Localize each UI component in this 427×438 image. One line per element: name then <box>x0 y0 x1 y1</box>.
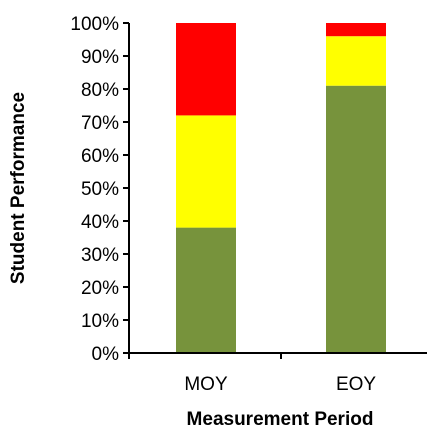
y-tick-label: 90% <box>81 47 119 68</box>
bars-layer <box>176 23 386 353</box>
bar-segment-moy-3 <box>176 23 236 116</box>
y-tick-label: 80% <box>81 80 119 101</box>
x-axis-ticks: MOY EOY <box>128 353 376 395</box>
y-tick-label: 30% <box>81 245 119 266</box>
bar-segment-eoy-2 <box>326 36 386 86</box>
y-tick-label: 20% <box>81 278 119 299</box>
y-tick-label: 40% <box>81 212 119 233</box>
bar-segment-moy-1 <box>176 227 236 353</box>
y-tick-label: 50% <box>81 179 119 200</box>
bar-segment-eoy-3 <box>326 23 386 37</box>
x-tick-label-eoy: EOY <box>336 374 376 395</box>
y-tick-label: 10% <box>81 311 119 332</box>
y-tick-label: 100% <box>70 14 119 35</box>
y-tick-label: 0% <box>92 344 120 365</box>
y-tick-label: 60% <box>81 146 119 167</box>
bar-segment-moy-2 <box>176 115 236 228</box>
bar-segment-eoy-1 <box>326 85 386 353</box>
x-axis-title: Measurement Period <box>187 409 374 430</box>
y-tick-label: 70% <box>81 113 119 134</box>
x-tick-label-moy: MOY <box>184 374 228 395</box>
y-axis-title: Student Performance <box>8 92 29 284</box>
y-axis-ticks: 0% 10% 20% 30% 40% 50% 60% 70% 80% 90% 100% <box>70 14 129 365</box>
